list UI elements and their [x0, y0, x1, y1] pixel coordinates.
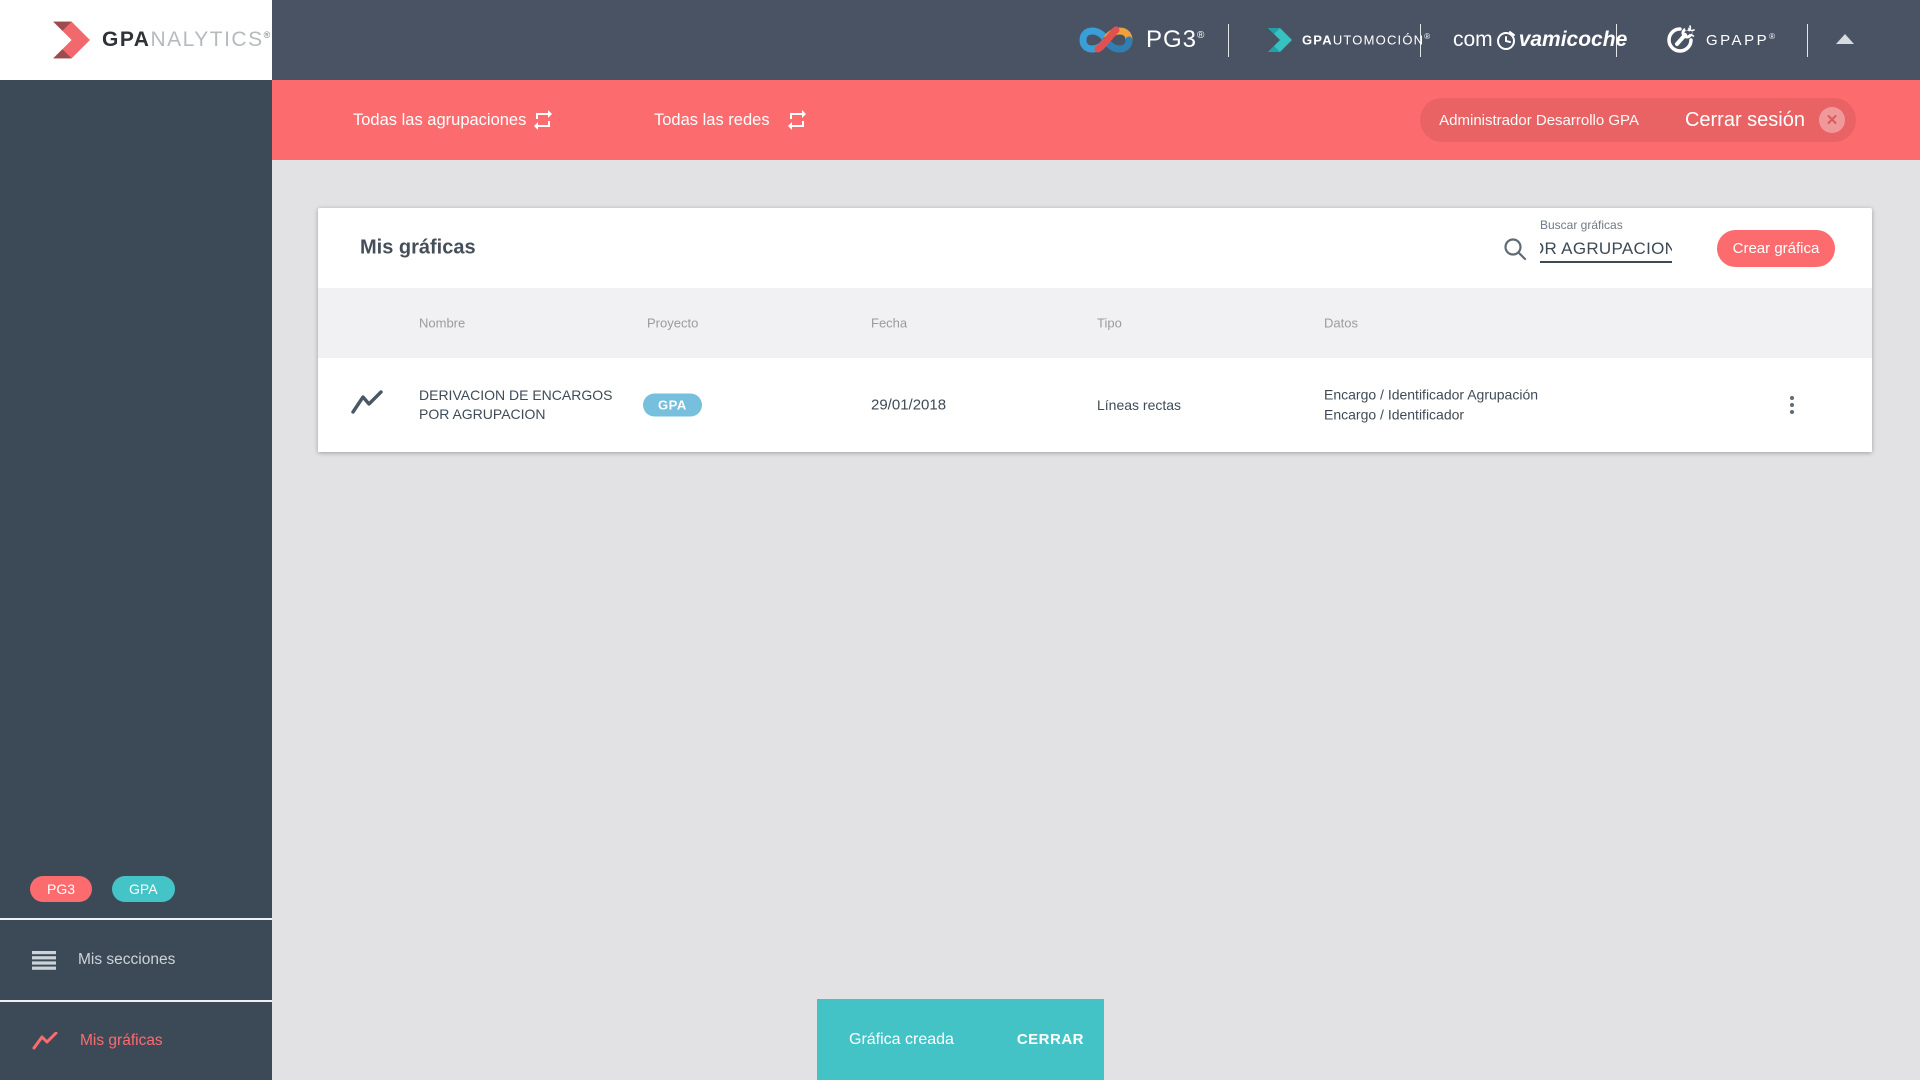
sidebar-item-mis-graficas[interactable]: Mis gráficas: [0, 1002, 272, 1080]
grafica-data-line1: Encargo / Identificador Agrupación: [1324, 386, 1539, 403]
table-row[interactable]: DERIVACION DE ENCARGOS POR AGRUPACION GP…: [318, 358, 1872, 452]
pg3-infinity-icon: [1079, 26, 1133, 53]
search-icon[interactable]: [1502, 236, 1528, 262]
wrench-circle-icon: [1667, 25, 1695, 53]
topbar-separator: [1807, 24, 1808, 57]
sidebar: PG3 GPA Mis secciones Mis gráficas: [0, 80, 272, 1080]
topbar-separator: [1228, 24, 1229, 57]
top-bar: GPANALYTICS® PG3® GPAUTOMOCIÓN® com: [0, 0, 1920, 80]
session-pill: Administrador Desarrollo GPA Cerrar sesi…: [1420, 98, 1856, 142]
column-header-tipo: Tipo: [1097, 315, 1122, 331]
swap-redes-icon[interactable]: [784, 108, 810, 132]
swap-agrupaciones-icon[interactable]: [530, 108, 556, 132]
pg3-badge: PG3: [30, 876, 93, 902]
column-header-nombre: Nombre: [419, 315, 466, 331]
grafica-type: Líneas rectas: [1097, 397, 1182, 413]
collapse-caret-icon[interactable]: [1836, 34, 1854, 44]
row-menu-kebab-icon[interactable]: [1784, 390, 1800, 420]
card-header: Mis gráficas Buscar gráficas OR AGRUPACI…: [318, 208, 1872, 288]
topbar-separator: [1420, 24, 1421, 57]
sidebar-divider: [0, 918, 272, 920]
pg3-logo[interactable]: PG3®: [1078, 0, 1205, 80]
gpautomocion-wordmark: GPAUTOMOCIÓN®: [1302, 32, 1432, 48]
sidebar-item-label: Mis gráficas: [80, 1032, 163, 1049]
sidebar-item-label: Mis secciones: [78, 951, 176, 968]
gpapp-logo[interactable]: GPAPP®: [1666, 0, 1777, 80]
grafica-data: Encargo / Identificador Agrupación Encar…: [1324, 385, 1538, 426]
column-header-datos: Datos: [1324, 315, 1358, 331]
line-chart-row-icon: [351, 390, 383, 414]
gpautomocion-logo[interactable]: GPAUTOMOCIÓN®: [1262, 0, 1431, 80]
sidebar-divider: [0, 1000, 272, 1002]
grafica-name[interactable]: DERIVACION DE ENCARGOS POR AGRUPACION: [419, 387, 613, 422]
gpa-analytics-logo: GPANALYTICS®: [0, 0, 272, 80]
comvamicoche-wordmark: com vamicoche: [1453, 28, 1628, 51]
filter-redes[interactable]: Todas las redes: [654, 110, 770, 129]
gpa-badge: GPA: [112, 876, 175, 902]
snackbar: Gráfica creada CERRAR: [817, 999, 1104, 1080]
gpa-analytics-arrow-icon: [53, 21, 90, 59]
clock-icon: [1496, 31, 1515, 50]
sections-list-icon: [32, 950, 56, 970]
gpautomocion-arrow-icon: [1268, 28, 1292, 52]
column-header-proyecto: Proyecto: [647, 315, 699, 331]
column-header-fecha: Fecha: [871, 315, 908, 331]
gpapp-wordmark: GPAPP®: [1706, 31, 1778, 49]
line-chart-icon: [32, 1032, 58, 1050]
snackbar-close-button[interactable]: CERRAR: [1016, 1031, 1084, 1048]
logout-x-icon[interactable]: ✕: [1819, 107, 1845, 133]
grafica-data-line2: Encargo / Identificador: [1324, 407, 1465, 423]
brand-wordmark: GPANALYTICS®: [102, 28, 272, 51]
table-header: Nombre Proyecto Fecha Tipo Datos: [318, 288, 1872, 358]
pg3-wordmark: PG3®: [1146, 26, 1206, 53]
sidebar-item-mis-secciones[interactable]: Mis secciones: [0, 920, 272, 1000]
snackbar-message: Gráfica creada: [849, 1030, 954, 1048]
filter-bar: Todas las agrupaciones Todas las redes A…: [272, 80, 1920, 160]
logout-button[interactable]: Cerrar sesión: [1684, 108, 1805, 131]
logged-user-label: Administrador Desarrollo GPA: [1439, 111, 1639, 129]
graficas-card: Mis gráficas Buscar gráficas OR AGRUPACI…: [318, 208, 1872, 452]
search-input[interactable]: Buscar gráficas OR AGRUPACION: [1540, 218, 1672, 263]
search-input-value[interactable]: OR AGRUPACION: [1540, 236, 1672, 263]
environment-badges: PG3 GPA: [30, 876, 175, 902]
page-title: Mis gráficas: [360, 236, 476, 259]
comvamicoche-logo[interactable]: com vamicoche: [1453, 0, 1627, 80]
topbar-separator: [1616, 24, 1617, 57]
project-badge: GPA: [643, 393, 702, 417]
search-input-label: Buscar gráficas: [1540, 218, 1623, 232]
create-grafica-button[interactable]: Crear gráfica: [1717, 230, 1835, 267]
filter-agrupaciones[interactable]: Todas las agrupaciones: [353, 110, 527, 129]
grafica-date: 29/01/2018: [871, 396, 947, 414]
